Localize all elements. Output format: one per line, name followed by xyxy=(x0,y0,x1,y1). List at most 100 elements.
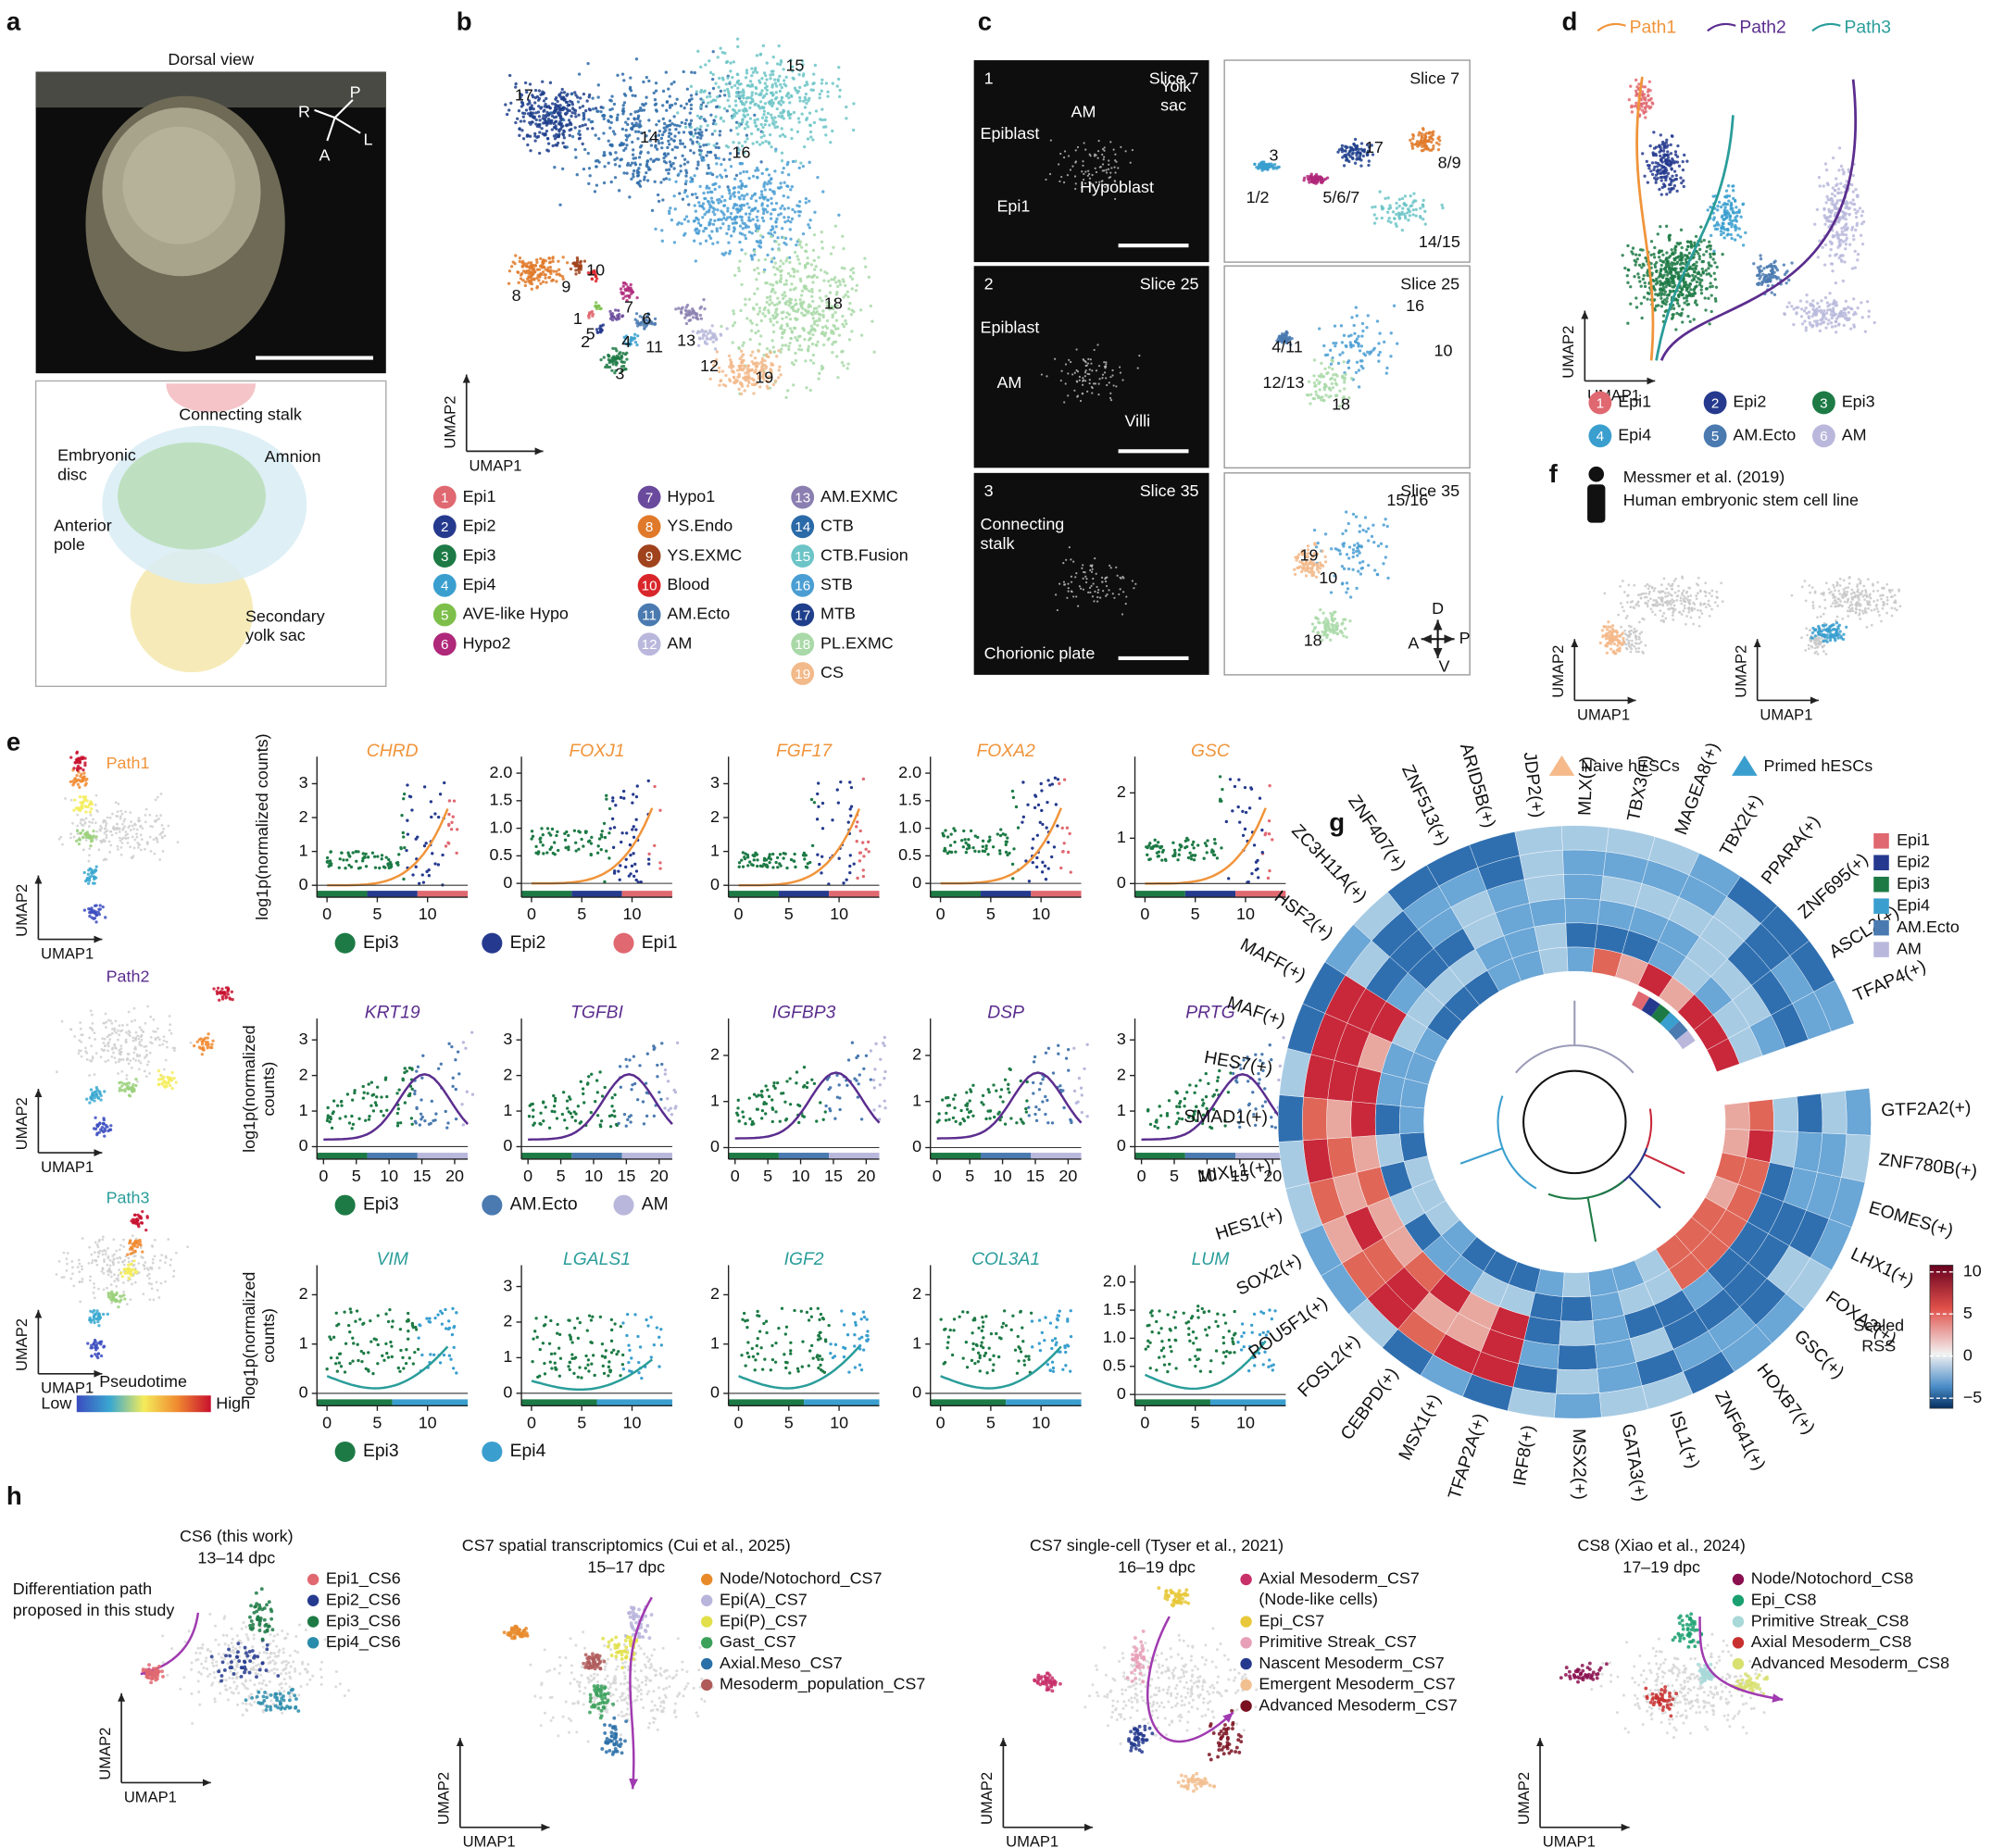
cell-point xyxy=(797,166,801,170)
cell-point xyxy=(1674,173,1678,178)
cell-point xyxy=(720,369,725,373)
cell-point xyxy=(549,111,553,115)
cell-point xyxy=(1356,554,1359,557)
cell-point xyxy=(694,259,697,263)
cell-point xyxy=(1396,342,1399,345)
cell-point xyxy=(542,91,546,95)
cell-point xyxy=(1645,159,1648,164)
cell-point xyxy=(528,101,532,105)
cell-point xyxy=(789,237,793,241)
cell-point xyxy=(612,315,616,319)
cell-point xyxy=(1064,363,1068,366)
cluster-label: 14/15 xyxy=(1419,232,1460,251)
cell-point xyxy=(702,158,706,162)
cell-point xyxy=(661,117,665,121)
cluster-label: 12 xyxy=(700,356,719,375)
cell-point xyxy=(616,73,620,77)
cell-point xyxy=(1124,603,1127,606)
cell-point xyxy=(1108,163,1110,166)
cell-point xyxy=(563,106,567,110)
cell-point xyxy=(615,318,619,321)
cell-point xyxy=(577,131,581,136)
cell-point xyxy=(1129,161,1132,164)
cell-point xyxy=(845,105,848,109)
cell-point xyxy=(823,118,827,122)
cell-point xyxy=(1697,255,1701,258)
cell-point xyxy=(640,108,644,112)
cell-point xyxy=(1091,386,1094,390)
cell-point xyxy=(1071,373,1074,376)
cell-point xyxy=(812,233,817,237)
cell-point xyxy=(805,101,808,106)
cell-point xyxy=(769,318,772,321)
cell-point xyxy=(608,115,612,119)
cell-point xyxy=(818,371,821,375)
cell-point xyxy=(723,384,728,388)
cell-point xyxy=(769,294,772,299)
cell-point xyxy=(1834,281,1838,285)
cell-point xyxy=(1799,315,1804,318)
cluster-label: 11 xyxy=(645,337,663,356)
cell-point xyxy=(1852,323,1856,327)
cell-point xyxy=(701,98,705,103)
cell-point xyxy=(808,289,811,293)
cell-point xyxy=(1121,379,1124,381)
cell-point xyxy=(1337,148,1342,152)
cell-point xyxy=(740,144,745,148)
cell-point xyxy=(1376,544,1381,548)
cell-point xyxy=(1105,171,1108,174)
cell-point xyxy=(731,221,735,225)
cell-point xyxy=(1358,530,1361,533)
cluster-label: 16 xyxy=(732,144,750,162)
cell-point xyxy=(798,95,802,100)
cell-point xyxy=(789,220,793,224)
cell-point xyxy=(1096,150,1100,153)
cell-point xyxy=(568,133,571,137)
legend-label: Path3 xyxy=(1844,19,1890,38)
cell-point xyxy=(728,152,733,156)
cell-point xyxy=(810,287,814,292)
cell-point xyxy=(808,336,812,341)
cell-point xyxy=(780,268,783,273)
cell-point xyxy=(520,272,524,276)
cell-point xyxy=(1338,353,1342,356)
cell-point xyxy=(1692,278,1696,281)
cell-point xyxy=(762,106,766,109)
cell-point xyxy=(693,204,696,207)
cell-point xyxy=(765,61,769,65)
legend-label: CTB xyxy=(820,517,854,535)
legend-label: AVE-like Hypo xyxy=(463,605,569,623)
legend-number: 10 xyxy=(642,579,658,594)
cell-point xyxy=(1691,273,1695,278)
cell-point xyxy=(662,121,667,126)
cell-point xyxy=(841,278,845,281)
cell-point xyxy=(570,114,573,119)
cell-point xyxy=(677,306,681,310)
cell-point xyxy=(824,125,828,129)
cell-point xyxy=(788,327,793,331)
legend-number: 18 xyxy=(795,637,810,653)
cell-point xyxy=(707,200,710,204)
cell-point xyxy=(836,77,841,81)
cell-point xyxy=(1068,546,1071,549)
cell-point xyxy=(709,113,713,117)
cluster-label: 3 xyxy=(1269,145,1278,164)
label: Epiblast xyxy=(981,318,1040,337)
cell-point xyxy=(699,136,703,140)
cell-point xyxy=(786,111,791,116)
cell-point xyxy=(633,130,638,133)
cell-point xyxy=(633,336,636,340)
cell-point xyxy=(778,265,783,268)
cell-point xyxy=(1356,545,1359,550)
cell-point xyxy=(1377,353,1381,357)
cell-point xyxy=(1067,372,1070,375)
cell-point xyxy=(557,268,561,271)
cell-point xyxy=(694,131,697,135)
cell-point xyxy=(1382,562,1385,566)
cell-point xyxy=(1098,378,1101,381)
cell-point xyxy=(760,141,765,144)
cell-point xyxy=(667,139,670,144)
cell-point xyxy=(714,115,718,119)
cell-point xyxy=(787,304,791,307)
cell-point xyxy=(673,156,677,160)
